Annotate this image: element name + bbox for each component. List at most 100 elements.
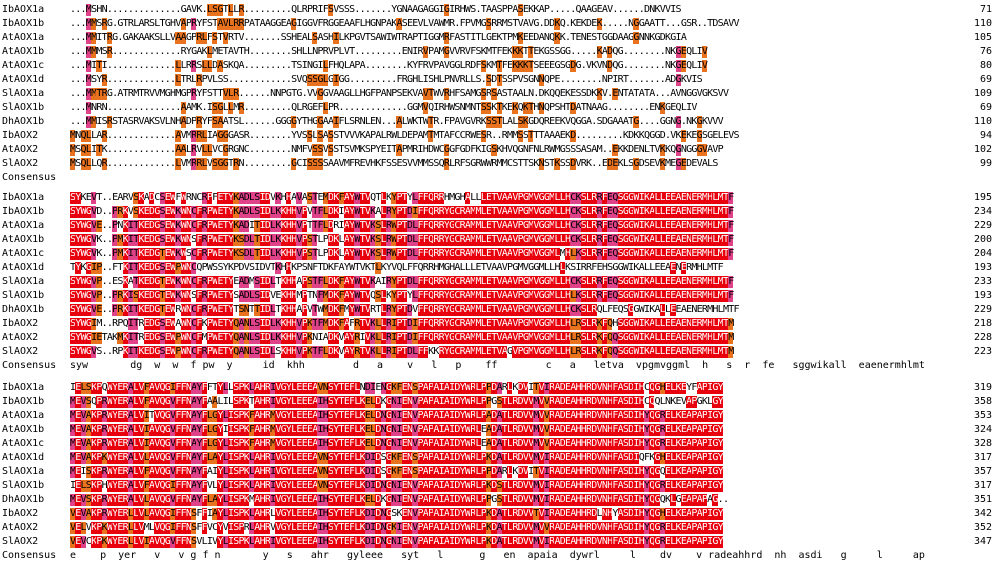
residue: . <box>122 130 129 141</box>
residue: Y <box>217 466 224 478</box>
residue: P <box>112 290 119 302</box>
residue: A <box>238 276 245 288</box>
residue: M <box>249 276 256 287</box>
residue: . <box>385 102 392 113</box>
residue: E <box>670 234 677 246</box>
residue: V <box>601 88 608 99</box>
residue: S <box>328 4 335 16</box>
residue: . <box>633 4 640 15</box>
residue: V <box>148 88 156 99</box>
residue: T <box>159 290 166 302</box>
residue: H <box>601 262 608 273</box>
residue: P <box>96 276 103 288</box>
residue: Y <box>459 466 466 478</box>
residue: Q <box>654 396 661 407</box>
residue: Y <box>75 248 82 260</box>
residue: C <box>191 276 198 288</box>
residue: E <box>164 192 171 204</box>
residue: I <box>438 508 445 520</box>
residue: G <box>607 116 614 127</box>
residue: Q <box>370 192 377 203</box>
residue: W <box>391 220 398 232</box>
residue: V <box>696 88 703 99</box>
residue: G <box>654 130 661 141</box>
residue: D <box>491 410 498 422</box>
residue: C <box>454 318 461 330</box>
residue: V <box>70 508 77 520</box>
residue: R <box>659 536 666 548</box>
residue: L <box>586 332 593 344</box>
residue: A <box>464 206 471 218</box>
residue: G <box>538 248 545 260</box>
residue: R <box>470 452 477 464</box>
residue: D <box>559 452 566 464</box>
residue: A <box>422 480 429 492</box>
residue: V <box>512 332 519 344</box>
residue: I <box>543 508 550 520</box>
residue: R <box>264 522 271 534</box>
residue: I <box>391 346 398 358</box>
residue: . <box>154 74 161 85</box>
residue: M <box>417 158 424 169</box>
residue: G <box>654 508 661 520</box>
residue: M <box>343 158 350 169</box>
residue: R <box>512 410 519 422</box>
residue: V <box>364 332 371 344</box>
residue: G <box>385 536 392 548</box>
residue: F <box>322 4 329 15</box>
residue: P <box>507 4 514 15</box>
residue: E <box>143 318 150 330</box>
residue: C <box>570 192 577 204</box>
residue: . <box>349 102 356 113</box>
residue: . <box>280 4 287 15</box>
residue: Y <box>112 424 119 436</box>
residue: N <box>359 382 366 393</box>
residue: G <box>622 234 629 246</box>
residue: S <box>301 130 308 141</box>
residue: E <box>301 382 308 394</box>
residue: S <box>70 332 77 344</box>
residue: N <box>306 60 313 71</box>
residue: M <box>91 116 98 128</box>
residue: L <box>659 332 666 344</box>
residue: K <box>686 130 693 141</box>
residue: D <box>243 290 250 302</box>
residue: Y <box>285 508 292 520</box>
residue: . <box>227 74 234 85</box>
residue: . <box>638 46 645 57</box>
residue: T <box>359 346 366 358</box>
sequence-row: IbAOX1a SYKEVT..EARVSKADCSEWFWRNCRPFETYKA… <box>0 192 1000 204</box>
residue: D <box>407 304 414 316</box>
residue: I <box>338 206 345 217</box>
residue: N <box>185 494 192 506</box>
residue: Y <box>643 494 650 506</box>
residue: K <box>91 424 98 436</box>
residue: P <box>301 276 308 288</box>
residue: L <box>164 116 171 127</box>
residue: Y <box>443 290 450 302</box>
residue: . <box>364 46 371 57</box>
residue: A <box>312 466 319 478</box>
residue: W <box>170 192 177 204</box>
residue: Y <box>227 276 234 288</box>
residue: G <box>280 410 287 422</box>
residue: . <box>480 74 487 85</box>
residue: A <box>254 494 261 506</box>
residue: S <box>328 396 335 408</box>
residue: T <box>338 382 345 394</box>
residue: R <box>264 508 271 520</box>
residue: A <box>675 346 682 358</box>
residue: F <box>338 276 345 288</box>
residue: D <box>628 438 635 450</box>
residue: V <box>522 438 529 450</box>
sequence-row: AtAOX1c SYWGVK..PMKITKEDGTEWKWSCFRPWETYKS… <box>0 248 1000 260</box>
residue: R <box>233 158 240 170</box>
residue: F <box>601 346 608 358</box>
residue: K <box>138 276 145 288</box>
residue: F <box>601 192 608 204</box>
residue: W <box>464 508 471 520</box>
residue: Q <box>159 452 166 464</box>
sequence-name: DhAOX1b <box>2 494 45 505</box>
residue: . <box>138 60 145 71</box>
residue: A <box>554 466 561 478</box>
